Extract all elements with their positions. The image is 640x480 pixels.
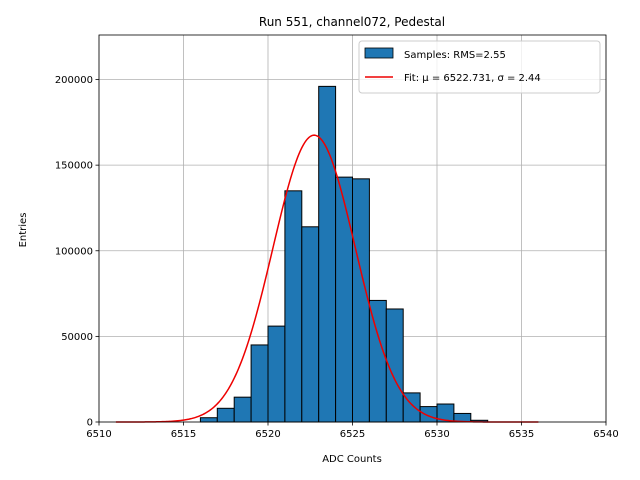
x-tick-label: 6510 bbox=[86, 429, 111, 440]
x-axis-title: ADC Counts bbox=[322, 454, 382, 465]
x-tick-label: 6525 bbox=[340, 429, 365, 440]
histogram-bar bbox=[250, 344, 269, 423]
x-tick-label: 6515 bbox=[171, 429, 196, 440]
y-tick-label: 50000 bbox=[61, 332, 93, 343]
x-tick-label: 6540 bbox=[593, 429, 618, 440]
legend: Samples: RMS=2.55 Fit: μ = 6522.731, σ =… bbox=[358, 40, 601, 94]
histogram-bar bbox=[335, 176, 354, 423]
legend-fit-label: Fit: μ = 6522.731, σ = 2.44 bbox=[404, 73, 541, 84]
histogram-bar bbox=[284, 190, 303, 423]
y-tick-label: 0 bbox=[87, 418, 93, 429]
histogram-bar bbox=[368, 299, 387, 423]
histogram-bar bbox=[233, 396, 252, 423]
histogram-bar bbox=[216, 407, 235, 423]
chart-title: Run 551, channel072, Pedestal bbox=[259, 15, 445, 29]
histogram-bar bbox=[318, 85, 337, 423]
x-tick-label: 6520 bbox=[255, 429, 280, 440]
legend-samples-swatch bbox=[364, 47, 394, 59]
histogram-bar bbox=[267, 325, 286, 423]
x-tick-label: 6535 bbox=[509, 429, 534, 440]
histogram-bar bbox=[352, 178, 370, 423]
y-tick-label: 150000 bbox=[55, 161, 93, 172]
y-tick-label: 100000 bbox=[55, 246, 93, 257]
legend-box bbox=[358, 40, 601, 94]
y-axis-title: Entries bbox=[18, 213, 29, 248]
histogram-bar bbox=[199, 417, 218, 423]
ticks-layer: 6510 6515 6520 6525 6530 6535 6540 0 50000 100000… bbox=[55, 75, 619, 440]
x-tick-label: 6530 bbox=[424, 429, 449, 440]
y-tick-label: 200000 bbox=[55, 75, 93, 86]
histogram-bar bbox=[301, 226, 320, 423]
bars-layer bbox=[199, 85, 489, 423]
legend-samples-label: Samples: RMS=2.55 bbox=[404, 50, 506, 61]
histogram-bar bbox=[419, 406, 438, 423]
